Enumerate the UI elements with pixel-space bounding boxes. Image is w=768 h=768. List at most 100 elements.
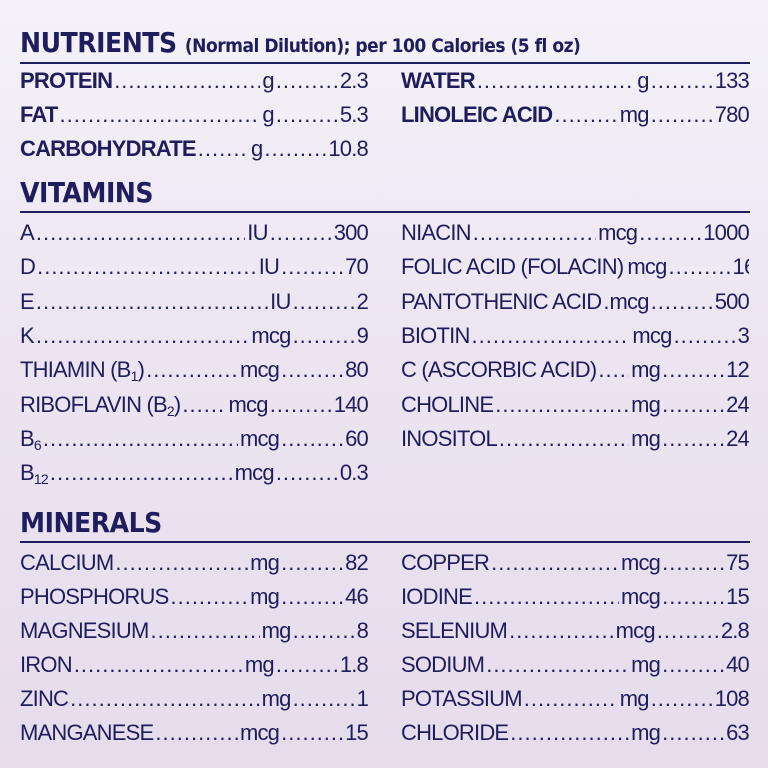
nutrient-name: THIAMIN (B1)	[20, 357, 145, 385]
nutrient-value: 5.3	[339, 102, 368, 127]
leader-dots	[281, 584, 343, 610]
leader-dots	[150, 618, 259, 644]
nutrient-value: 75	[726, 550, 749, 575]
leader-dots	[510, 720, 629, 746]
vitamins-row-folic-acid-folacin: FOLIC ACID (FOLACIN)mcg 16	[401, 254, 749, 284]
nutrient-unit: mcg	[228, 391, 269, 417]
subscript: 6	[33, 436, 42, 453]
vitamins-row-a: A IU 300	[20, 220, 368, 250]
nutrient-value: 2.8	[720, 618, 749, 643]
leader-dots	[603, 289, 607, 315]
minerals-title: MINERALS	[20, 506, 162, 539]
leader-dots	[486, 652, 629, 678]
leader-dots	[146, 357, 238, 383]
minerals-row-chloride: CHLORIDE mg 63	[401, 720, 749, 750]
vitamins-row-biotin: BIOTIN mcg 3	[401, 323, 749, 353]
leader-dots	[270, 220, 332, 246]
nutrient-unit: mcg	[627, 254, 667, 280]
nutrient-unit: mg	[631, 652, 661, 677]
leader-dots	[662, 550, 724, 576]
leader-dots	[281, 426, 343, 452]
leader-dots	[50, 460, 233, 486]
leader-dots	[36, 323, 250, 349]
nutrient-name: SELENIUM	[401, 618, 508, 643]
vitamins-row-e: E IU 2	[20, 289, 368, 319]
vitamins-rule	[20, 211, 750, 213]
minerals-row-magnesium: MAGNESIUM mg 8	[20, 618, 368, 648]
nutrients-row-water: WATER g 133	[401, 68, 749, 98]
leader-dots	[37, 254, 257, 280]
vitamins-row-b12: B12 mcg 0.3	[20, 460, 368, 490]
nutrient-name: PHOSPHORUS	[20, 584, 169, 609]
nutrient-value: 780	[714, 102, 749, 127]
nutrient-unit: mcg	[620, 584, 661, 609]
leader-dots	[115, 550, 248, 576]
nutrient-name: PROTEIN	[20, 68, 113, 93]
nutrient-name: WATER	[401, 68, 476, 93]
nutrient-unit: mcg	[609, 288, 650, 314]
vitamins-title: VITAMINS	[20, 176, 154, 209]
vitamins-row-b6: B6 mcg 60	[20, 426, 368, 456]
leader-dots	[495, 392, 629, 418]
minerals-row-phosphorus: PHOSPHORUS mg 46	[20, 584, 368, 614]
leader-dots	[170, 584, 248, 610]
nutrient-name: B12	[20, 460, 49, 488]
minerals-row-copper: COPPER mcg 75	[401, 550, 749, 580]
leader-dots	[60, 102, 261, 128]
leader-dots	[651, 289, 713, 315]
leader-dots	[509, 618, 614, 644]
nutrient-value: 3	[737, 322, 749, 348]
leader-dots	[270, 392, 332, 418]
nutrient-value: 70	[345, 254, 368, 280]
leader-dots	[554, 102, 617, 128]
nutrient-unit: mcg	[620, 550, 661, 575]
nutrient-unit: g	[250, 136, 263, 161]
nutrient-name: BIOTIN	[401, 322, 470, 348]
nutrient-name: POTASSIUM	[401, 686, 523, 711]
nutrient-value: 2	[356, 288, 368, 314]
nutrient-name: C (ASCORBIC ACID)	[401, 357, 597, 383]
nutrient-name: E	[20, 288, 35, 314]
nutrient-value: 140	[333, 391, 368, 417]
nutrient-unit: g	[637, 68, 649, 93]
nutrients-rule	[20, 62, 750, 64]
nutrient-name: CALCIUM	[20, 550, 114, 575]
leader-dots	[293, 618, 355, 644]
nutrients-row-fat: FAT g 5.3	[20, 102, 368, 132]
nutrient-value: 82	[345, 550, 368, 575]
leader-dots	[662, 720, 724, 746]
nutrient-unit: mg	[619, 686, 650, 711]
nutrient-unit: mcg	[615, 618, 656, 643]
nutrient-unit: mg	[244, 652, 275, 677]
nutrient-value: 40	[726, 652, 749, 677]
subscript: 12	[33, 471, 49, 488]
leader-dots	[182, 392, 226, 418]
leader-dots	[155, 720, 238, 746]
nutrient-value: 0.3	[339, 460, 368, 486]
minerals-row-calcium: CALCIUM mg 82	[20, 550, 368, 580]
nutrient-value: 80	[345, 357, 368, 383]
leader-dots	[43, 426, 238, 452]
leader-dots	[499, 426, 629, 452]
nutrients-heading: NUTRIENTS (Normal Dilution); per 100 Cal…	[20, 26, 581, 59]
vitamins-row-riboflavin-b2: RIBOFLAVIN (B2) mcg 140	[20, 392, 368, 422]
nutrient-unit: IU	[247, 220, 268, 245]
leader-dots	[293, 323, 355, 349]
nutrient-value: 9	[356, 322, 368, 348]
nutrient-unit: mcg	[632, 322, 672, 348]
nutrients-row-carbohydrate: CARBOHYDRATE g 10.8	[20, 136, 368, 166]
nutrient-value: 8	[356, 618, 368, 643]
minerals-row-iron: IRON mg 1.8	[20, 652, 368, 682]
leader-dots	[657, 618, 719, 644]
nutrient-value: 133	[714, 68, 749, 93]
leader-dots	[281, 357, 343, 383]
leader-dots	[669, 254, 731, 280]
leader-dots	[651, 68, 713, 94]
nutrient-value: 1	[356, 686, 368, 711]
nutrient-unit: mcg	[239, 425, 280, 451]
subscript: 2	[166, 402, 175, 419]
nutrient-name: SODIUM	[401, 652, 485, 677]
nutrient-name: B6	[20, 425, 42, 453]
nutrient-value: 108	[714, 686, 749, 711]
leader-dots	[662, 426, 724, 452]
